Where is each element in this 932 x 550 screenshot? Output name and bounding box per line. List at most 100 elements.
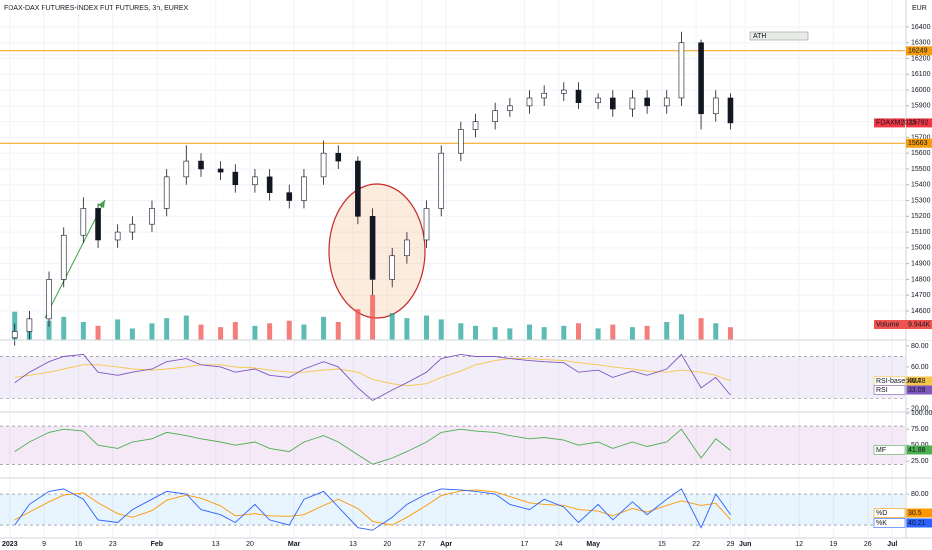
value-label: 46.78 xyxy=(908,378,926,385)
candle-body xyxy=(526,97,533,107)
price-name: FDAXM2023 xyxy=(876,120,916,127)
x-tick-label: Jun xyxy=(739,541,751,548)
y-tick-label: 16100 xyxy=(911,71,931,78)
candle-body xyxy=(301,176,307,201)
candle-body xyxy=(95,208,101,241)
candle-body xyxy=(389,255,395,280)
candle-body xyxy=(355,160,361,217)
band xyxy=(0,426,905,465)
volume-name: Volume xyxy=(876,321,899,328)
x-tick-label: 17 xyxy=(521,541,529,548)
volume-bar xyxy=(321,316,327,340)
candle-body xyxy=(492,110,498,122)
candle-body xyxy=(11,331,18,339)
y-tick-label: 15700 xyxy=(911,134,931,141)
y-tick-label: 20.00 xyxy=(911,406,929,413)
volume-bar xyxy=(424,315,430,340)
price-label: 15792 xyxy=(909,120,929,127)
volume-label: 9.944K xyxy=(908,321,931,328)
volume-bar xyxy=(252,325,258,340)
y-tick-label: 15000 xyxy=(911,245,931,252)
trend-arrow xyxy=(44,199,106,319)
volume-bar xyxy=(355,309,361,340)
y-tick-label: 14700 xyxy=(911,292,931,299)
candle-body xyxy=(423,208,430,241)
level-label: 16249 xyxy=(908,48,928,55)
annotation-box xyxy=(749,31,809,41)
y-tick-label: 16000 xyxy=(911,87,931,94)
volume-bar xyxy=(492,327,498,340)
chart-title: FDAX-DAX FUTURES-INDEX FUT FUTURES, 3h, … xyxy=(4,5,189,12)
x-tick-label: 27 xyxy=(418,541,426,548)
price-name-box xyxy=(874,118,905,128)
candle-body xyxy=(560,89,567,94)
x-tick-label: 26 xyxy=(864,541,872,548)
candle-body xyxy=(46,279,52,320)
volume-bar xyxy=(678,314,684,340)
volume-bar xyxy=(183,315,189,340)
candle-body xyxy=(507,105,513,111)
candle-body xyxy=(698,42,704,115)
candle-body xyxy=(163,176,170,209)
y-tick-label: 16300 xyxy=(911,40,931,47)
candle-body xyxy=(266,176,273,193)
y-tick-label: 60.00 xyxy=(911,364,929,371)
volume-bar xyxy=(561,325,567,340)
volume-bar xyxy=(610,324,616,340)
volume-bar xyxy=(629,327,635,340)
candle-body xyxy=(335,152,342,162)
x-tick-label: 9 xyxy=(42,541,46,548)
series-name: RSI xyxy=(876,387,888,394)
candle-body xyxy=(595,97,601,104)
value-label: 40.21 xyxy=(908,520,926,527)
candle-body xyxy=(472,121,479,130)
volume-bar xyxy=(438,319,444,340)
series-name: RSI-based MA xyxy=(876,378,922,385)
y-tick-label: 15300 xyxy=(911,197,931,204)
candle-body xyxy=(217,168,224,173)
axis-bg xyxy=(906,0,932,340)
candle-body xyxy=(80,208,87,236)
y-tick-label: 14900 xyxy=(911,260,931,267)
volume-bar xyxy=(115,319,121,340)
volume-bar xyxy=(473,325,479,340)
name-box xyxy=(873,445,906,455)
candle-body xyxy=(232,171,239,186)
y-tick-label: 25.00 xyxy=(911,458,929,465)
y-tick-label: 80.00 xyxy=(911,491,929,498)
candle-body xyxy=(727,97,734,124)
x-tick-label: 23 xyxy=(109,541,117,548)
volume-bar xyxy=(507,328,513,340)
volume-bar xyxy=(164,318,170,340)
name-box xyxy=(873,385,906,395)
value-label: 41.88 xyxy=(908,447,926,454)
candle-body xyxy=(404,239,410,257)
series-name: MF xyxy=(876,447,886,454)
candle-body xyxy=(320,152,327,178)
y-tick-label: 14800 xyxy=(911,276,931,283)
value-label: 30.5 xyxy=(908,510,922,517)
candle-body xyxy=(369,216,376,280)
y-tick-label: 16200 xyxy=(911,55,931,62)
value-label: 33.09 xyxy=(908,387,926,394)
volume-bar xyxy=(727,327,733,340)
volume-bar xyxy=(232,322,238,340)
candle-body xyxy=(252,176,258,186)
volume-bar xyxy=(404,318,410,340)
volume-bar xyxy=(541,327,547,340)
candle-body xyxy=(610,97,616,110)
name-box xyxy=(873,518,906,528)
volume-bar xyxy=(575,323,581,340)
volume-bar xyxy=(713,323,719,340)
candle-body xyxy=(438,152,445,209)
x-tick-label: Feb xyxy=(151,541,163,548)
volume-bar xyxy=(46,320,52,340)
x-tick-label: 13 xyxy=(212,541,220,548)
volume-bar xyxy=(95,325,101,340)
candle-body xyxy=(629,97,636,110)
x-tick-label: 22 xyxy=(692,541,700,548)
volume-bar xyxy=(129,328,135,340)
price-box xyxy=(906,118,932,128)
volume-box xyxy=(874,320,932,329)
